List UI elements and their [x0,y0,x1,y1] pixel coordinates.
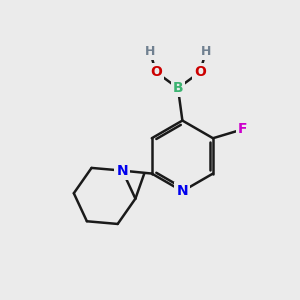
Text: H: H [201,45,211,58]
Text: B: B [173,81,183,95]
Text: N: N [116,164,128,178]
Text: O: O [194,65,206,79]
Text: N: N [177,184,188,198]
Text: O: O [150,65,162,79]
Text: F: F [238,122,247,136]
Text: H: H [145,45,155,58]
